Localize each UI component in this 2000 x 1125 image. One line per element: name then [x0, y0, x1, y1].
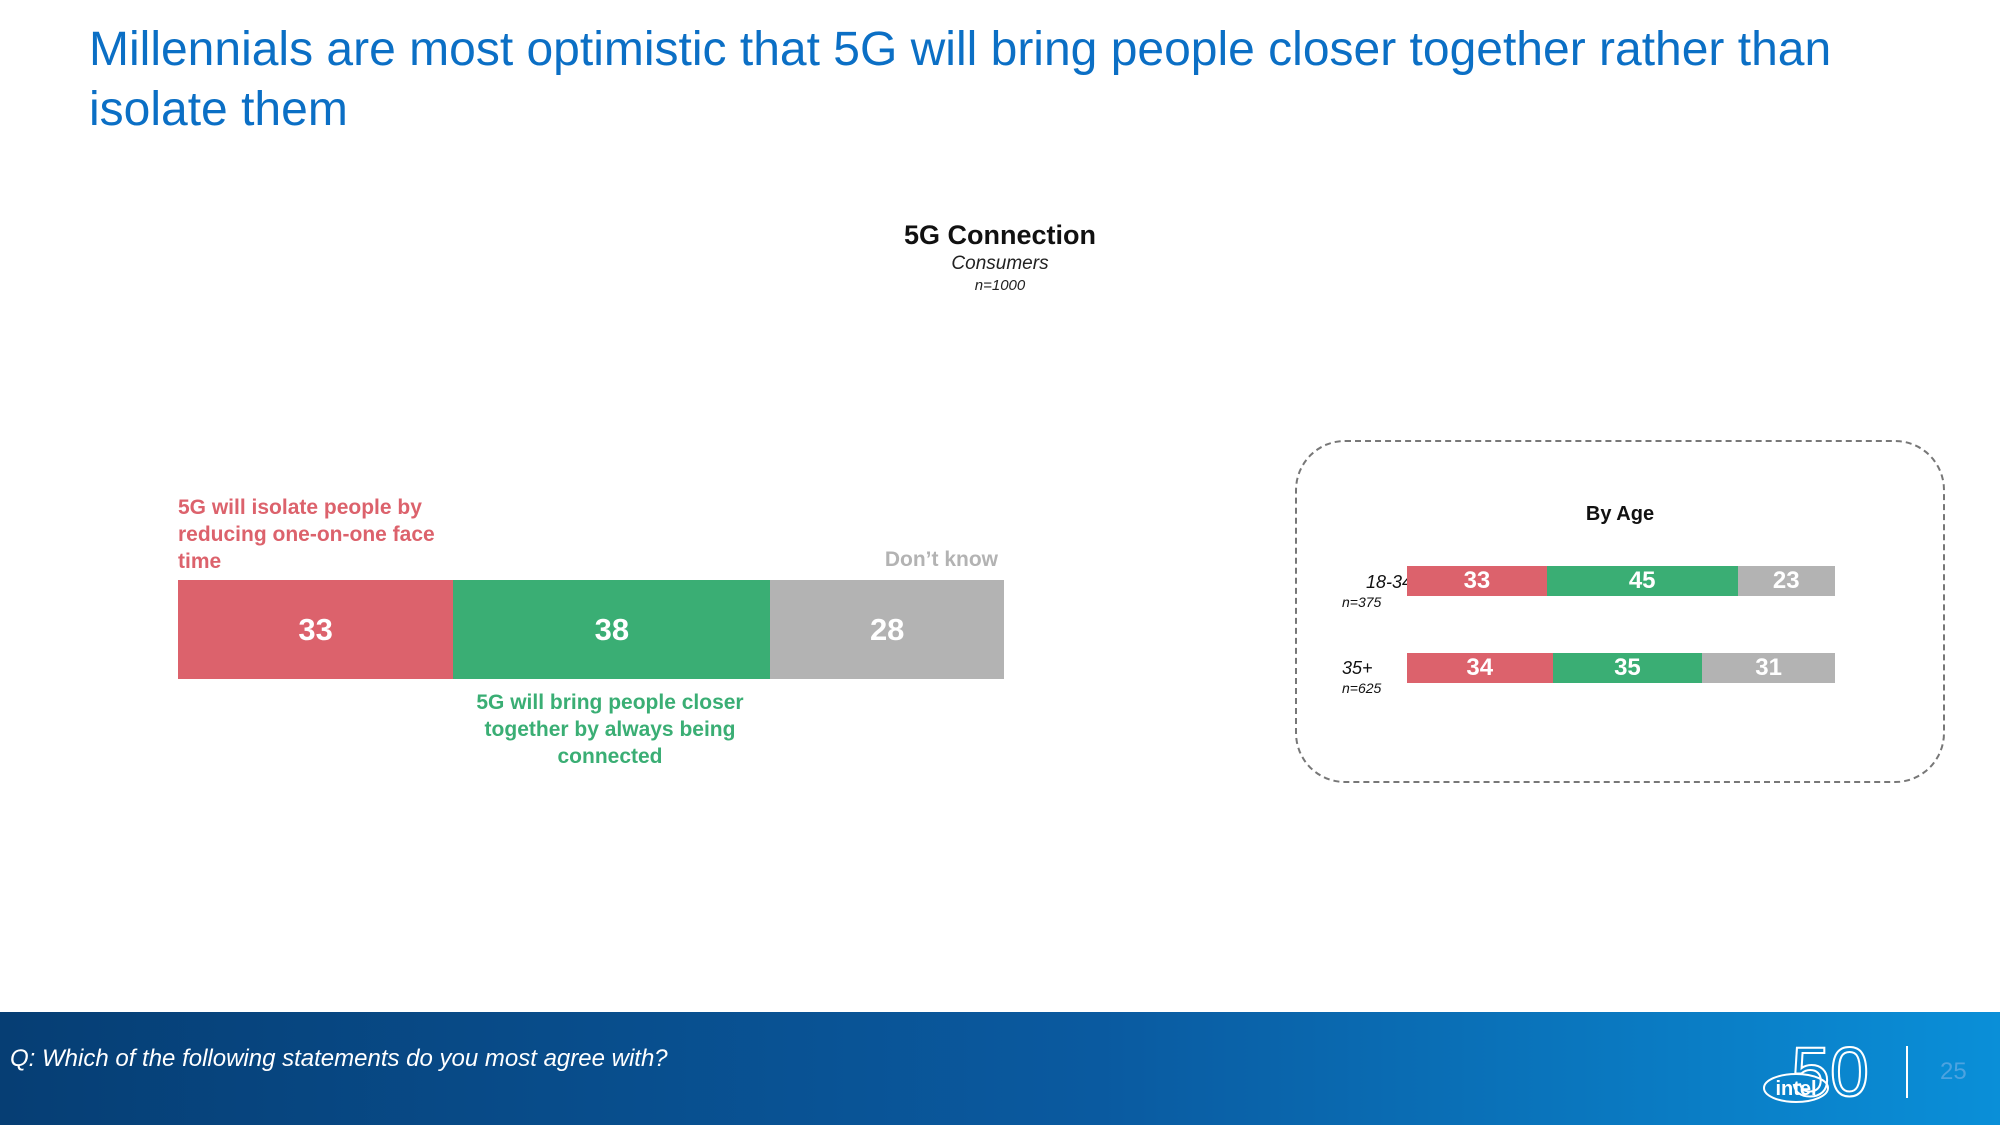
age-group-label: 35+	[1342, 658, 1373, 678]
age-bar-18-34: 33 45 23	[1407, 566, 1835, 596]
bar-segment-closer: 38	[453, 580, 771, 679]
bar-segment-closer: 45	[1546, 566, 1738, 596]
logo-number: 50	[1791, 1033, 1869, 1110]
footer-divider	[1906, 1046, 1908, 1098]
by-age-title: By Age	[1585, 503, 1655, 525]
age-group-18-34: 18-34 n=375	[1342, 571, 1412, 611]
bar-segment-dont-know: 23	[1737, 566, 1835, 596]
bar-segment-dont-know: 31	[1702, 653, 1835, 683]
bar-segment-dont-know: 28	[770, 580, 1004, 679]
logo-text: intel	[1775, 1078, 1816, 1100]
legend-dont-know-label: Don’t know	[884, 548, 998, 571]
bar-segment-isolate: 34	[1407, 653, 1553, 683]
slide-title: Millennials are most optimistic that 5G …	[89, 23, 1832, 136]
legend-closer-label: 5G will bring people closer together by …	[476, 691, 744, 768]
chart-title: 5G Connection	[903, 220, 1096, 250]
survey-question: Q: Which of the following statements do …	[10, 1045, 668, 1072]
age-group-n: n=375	[1342, 594, 1382, 610]
page-number: 25	[1940, 1058, 1967, 1085]
by-age-panel	[1295, 440, 1945, 783]
age-group-n: n=625	[1342, 680, 1382, 696]
age-group-label: 18-34	[1365, 572, 1412, 592]
bar-segment-closer: 35	[1552, 653, 1703, 683]
bar-segment-isolate: 33	[1407, 566, 1547, 596]
intel-50-logo: 50 intel	[1763, 1032, 1870, 1110]
age-bar-35-plus: 34 35 31	[1407, 653, 1835, 683]
logo-swoosh	[1763, 1073, 1829, 1103]
age-group-35-plus: 35+ n=625	[1342, 657, 1412, 697]
chart-sample-size: n=1000	[974, 277, 1026, 294]
main-stacked-bar: 33 38 28	[178, 580, 1004, 679]
footer-bar	[0, 1012, 2000, 1125]
legend-isolate-label: 5G will isolate people by reducing one-o…	[178, 496, 435, 573]
bar-segment-isolate: 33	[178, 580, 454, 679]
chart-header: 5G Connection Consumers n=1000	[800, 218, 1200, 296]
chart-subtitle: Consumers	[951, 253, 1049, 274]
